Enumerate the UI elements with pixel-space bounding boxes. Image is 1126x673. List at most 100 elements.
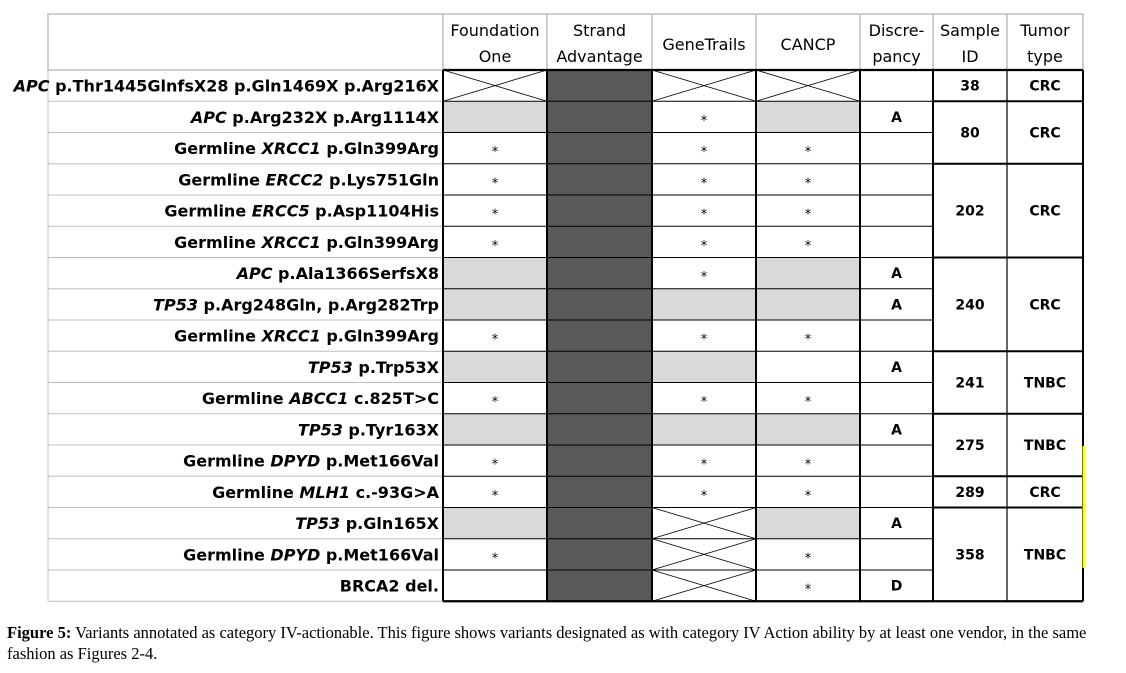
header-genetrails-label: GeneTrails: [662, 35, 745, 54]
variant-label: Germline ERCC5 p.Asp1104His: [164, 202, 439, 221]
cell-star-mark: *: [492, 145, 499, 160]
cell-dark: [547, 132, 652, 164]
caption-label: Figure 5:: [7, 623, 72, 642]
variant-prefix: Germline: [183, 452, 270, 471]
variant-description: p.Ala1366SerfsX8: [272, 264, 439, 283]
variant-description: p.Asp1104His: [310, 202, 439, 221]
variant-prefix: Germline: [164, 202, 251, 221]
sample-id: 358: [955, 547, 984, 563]
variant-gene: ABCC1: [287, 389, 348, 408]
variant-description: p.Gln399Arg: [321, 139, 439, 158]
cell-gray: [443, 413, 547, 445]
header-cancp-label: CANCP: [781, 35, 836, 54]
cell-star-mark: *: [701, 458, 708, 473]
cell-star-mark: *: [805, 176, 812, 191]
variant-label: Germline DPYD p.Met166Val: [183, 545, 439, 564]
cell-white: [443, 570, 547, 602]
variant-description: p.Arg232X p.Arg1114X: [227, 108, 440, 127]
cell-gray: [443, 288, 547, 320]
variant-label: Germline ABCC1 c.825T>C: [202, 389, 439, 408]
cell-cross-line: [651, 538, 757, 571]
variant-label: Germline XRCC1 p.Gln399Arg: [174, 233, 439, 252]
header-sample_id-label-line1: Sample: [940, 21, 1000, 40]
tumor-type: TNBC: [1024, 376, 1066, 392]
variant-description: p.Met166Val: [320, 452, 439, 471]
variant-label: TP53 p.Gln165X: [295, 514, 439, 533]
header-foundation_one-label-line2: One: [479, 47, 512, 66]
cell-dark: [547, 101, 652, 133]
variant-label: Germline MLH1 c.-93G>A: [212, 483, 440, 502]
cell-star: [652, 320, 756, 352]
header-foundation_one-label-line1: Foundation: [450, 21, 539, 40]
cell-star: [756, 445, 860, 477]
cell-star-mark: *: [701, 208, 708, 223]
cell-star: [443, 320, 547, 352]
cell-gray: [443, 257, 547, 289]
sample-id: 289: [955, 485, 984, 501]
tumor-type: CRC: [1029, 79, 1060, 95]
variant-prefix: Germline: [174, 327, 261, 346]
discrepancy-code: A: [891, 297, 902, 313]
variant-gene: APC: [189, 108, 227, 127]
cell-star-mark: *: [492, 458, 499, 473]
discrepancy-code: A: [891, 266, 902, 282]
variant-label: Germline XRCC1 p.Gln399Arg: [174, 139, 439, 158]
header-strand_advantage-label-line2: Advantage: [556, 47, 642, 66]
cell-star-mark: *: [805, 583, 812, 598]
cell-star: [443, 163, 547, 195]
variant-gene: TP53: [298, 420, 343, 439]
cell-star-mark: *: [805, 208, 812, 223]
tumor-type: CRC: [1029, 204, 1060, 220]
variant-gene: APC: [235, 264, 273, 283]
variant-description: p.Arg248Gln, p.Arg282Trp: [198, 295, 439, 314]
cell-star-mark: *: [701, 114, 708, 129]
cell-star-mark: *: [701, 395, 708, 410]
cell-star-mark: *: [701, 145, 708, 160]
cell-dark: [547, 163, 652, 195]
header-strand_advantage-label-line1: Strand: [573, 21, 626, 40]
tumor-type: CRC: [1029, 126, 1060, 142]
cell-star-mark: *: [701, 239, 708, 254]
cell-star-mark: *: [805, 239, 812, 254]
cell-star: [756, 195, 860, 227]
cell-star-mark: *: [701, 270, 708, 285]
cell-dark: [547, 538, 652, 570]
cell-gray: [652, 288, 756, 320]
cell-star: [652, 226, 756, 258]
variant-gene: DPYD: [270, 545, 320, 564]
cell-dark: [547, 195, 652, 227]
variant-gene: ERCC2: [266, 170, 324, 189]
cell-dark: [547, 320, 652, 352]
variant-gene: TP53: [308, 358, 353, 377]
variant-description: p.Tyr163X: [343, 420, 440, 439]
discrepancy-code: A: [891, 110, 902, 126]
cell-dark: [547, 570, 652, 602]
cell-gray: [756, 288, 860, 320]
variant-table-figure: Foundation One Strand Advantage GeneTrails CA…: [12, 13, 1086, 603]
variant-label: Germline XRCC1 p.Gln399Arg: [174, 327, 439, 346]
cell-star: [652, 132, 756, 164]
discrepancy-code: A: [891, 422, 902, 438]
cell-star: [756, 320, 860, 352]
cell-dark: [547, 382, 652, 414]
cell-gray: [756, 257, 860, 289]
cell-white: [756, 351, 860, 383]
cell-star: [652, 445, 756, 477]
cell-dark: [547, 288, 652, 320]
variant-label: TP53 p.Tyr163X: [298, 420, 440, 439]
cell-star: [652, 382, 756, 414]
cell-gray: [443, 101, 547, 133]
cell-dark: [547, 257, 652, 289]
cell-cross-line: [442, 69, 548, 102]
cell-star-mark: *: [492, 208, 499, 223]
variant-label: APC p.Thr1445GlnfsX28 p.Gln1469X p.Arg21…: [12, 77, 440, 96]
cell-gray: [443, 507, 547, 539]
cell-gray: [652, 413, 756, 445]
cell-cross-line: [651, 569, 757, 602]
cell-gray: [443, 351, 547, 383]
discrepancy-code: A: [891, 360, 902, 376]
variant-description: p.Trp53X: [353, 358, 440, 377]
cell-cross-line: [755, 69, 861, 102]
cell-star-mark: *: [492, 395, 499, 410]
variant-description: c.825T>C: [348, 389, 439, 408]
